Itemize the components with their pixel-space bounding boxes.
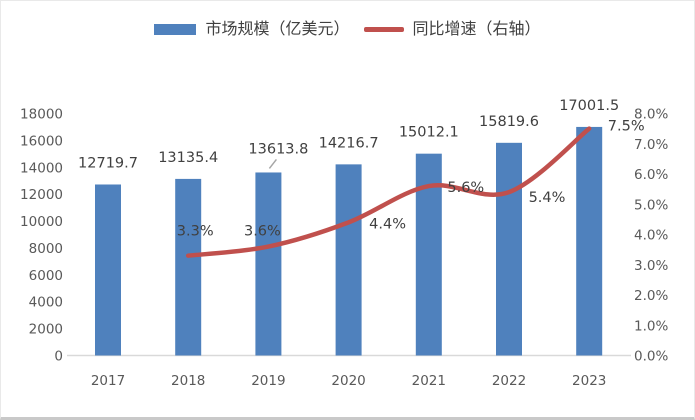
bar	[255, 172, 282, 356]
left-axis-tick: 18000	[20, 107, 63, 123]
x-axis-label: 2019	[251, 373, 285, 389]
bar-series-swatch-icon	[154, 23, 197, 35]
left-axis-tick: 6000	[29, 268, 63, 284]
right-axis-tick: 2.0%	[634, 288, 668, 304]
left-axis-tick: 14000	[20, 160, 63, 176]
growth-value-label: 5.4%	[529, 190, 566, 206]
right-axis-tick: 5.0%	[634, 197, 668, 213]
right-axis-tick: 3.0%	[634, 258, 668, 274]
right-axis-tick: 0.0%	[634, 349, 668, 365]
bar	[576, 126, 603, 356]
left-axis-tick: 16000	[20, 133, 63, 149]
growth-value-label: 3.6%	[244, 224, 281, 240]
bar	[496, 142, 522, 356]
legend-label-growth-rate: 同比增速（右轴）	[412, 19, 541, 38]
left-axis-tick: 0	[54, 349, 63, 365]
growth-value-label: 3.3%	[177, 224, 214, 240]
legend-label-market-size: 市场规模（亿美元）	[205, 19, 350, 38]
chart-legend: 市场规模（亿美元） 同比增速（右轴）	[1, 21, 694, 37]
left-axis-tick: 10000	[20, 214, 63, 230]
line-series-swatch-icon	[363, 26, 404, 32]
legend-item-market-size: 市场规模（亿美元）	[154, 19, 350, 38]
left-axis-tick: 8000	[29, 241, 63, 257]
label-leader-line	[268, 159, 277, 169]
x-axis-label: 2020	[331, 373, 365, 389]
x-axis-label: 2018	[171, 373, 205, 389]
bar-value-label: 14216.7	[319, 135, 379, 151]
x-axis-label: 2021	[412, 373, 446, 389]
left-axis-tick: 4000	[29, 295, 63, 311]
bar-value-label: 13135.4	[158, 150, 218, 166]
x-axis-label: 2017	[91, 373, 125, 389]
bar	[335, 164, 362, 356]
legend-item-growth-rate: 同比增速（右轴）	[363, 19, 541, 38]
right-axis-tick: 1.0%	[634, 318, 668, 334]
bar-value-label: 15819.6	[479, 114, 539, 130]
x-axis-label: 2023	[572, 373, 606, 389]
bar-value-label: 17001.5	[559, 98, 619, 114]
growth-value-label: 5.6%	[447, 180, 484, 196]
bar-value-label: 12719.7	[78, 155, 138, 171]
bar	[95, 184, 121, 356]
left-axis-tick: 12000	[20, 187, 63, 203]
growth-line	[185, 126, 592, 258]
growth-value-label: 7.5%	[608, 119, 645, 135]
bar-value-label: 15012.1	[399, 125, 459, 141]
left-axis-tick: 2000	[29, 322, 63, 338]
right-axis-tick: 6.0%	[634, 167, 668, 183]
right-axis-tick: 7.0%	[634, 137, 668, 153]
x-axis-label: 2022	[492, 373, 526, 389]
right-axis-tick: 8.0%	[634, 107, 668, 123]
bar	[175, 178, 202, 356]
growth-value-label: 4.4%	[369, 216, 406, 232]
right-axis-tick: 4.0%	[634, 228, 668, 244]
bar-value-label: 13613.8	[248, 141, 308, 157]
